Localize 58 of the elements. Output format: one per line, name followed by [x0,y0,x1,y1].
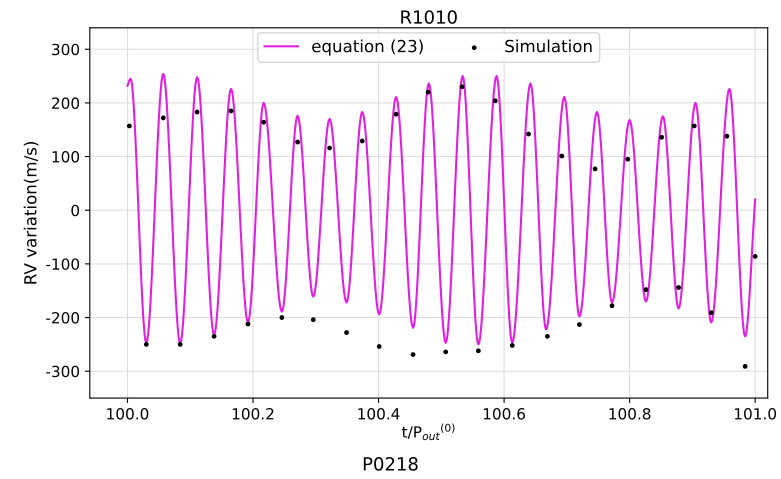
point [559,154,564,158]
point [659,134,664,140]
point [676,285,681,290]
text: P0218 [364,457,418,471]
point [443,350,448,354]
point [410,352,416,357]
point [194,110,200,114]
point [212,334,216,339]
x-tick-label: 100.8 [609,408,650,420]
y-tick-label: 200 [52,97,80,109]
y-tick-label: 300 [52,44,80,56]
point [261,120,266,125]
point [526,132,531,136]
y-axis-title: RV variation(m/s) [24,142,39,284]
point [610,303,614,308]
y-tick-label: -200 [46,312,80,324]
y-tick-label: 100 [52,151,80,163]
x-tick-label: 100.4 [358,408,400,420]
point [545,334,550,339]
x-tick-label: 100.6 [484,408,525,420]
point [476,348,481,354]
point [724,134,730,139]
point [295,140,300,144]
point [246,322,250,326]
y-tick-label: -300 [46,366,80,378]
point [644,287,648,292]
y-tick-label: -100 [46,258,80,270]
point [742,364,748,369]
point [592,166,598,172]
chart-title: R1010 [401,10,457,24]
y-tick-label: 0 [71,204,80,216]
point [460,84,464,90]
point [492,98,498,104]
point [178,342,183,347]
point [426,90,431,95]
point [228,108,234,114]
point [510,343,515,348]
legend-label: Simulation [505,39,592,52]
point [752,254,758,259]
point [144,342,149,347]
point [360,138,365,144]
x-axis-title: t/P$_{out}$$^{(0)}$ [402,424,454,440]
x-tick-label: 101.0 [734,408,776,420]
point [126,124,132,128]
point [344,330,349,335]
point [327,146,332,150]
point [394,112,399,117]
point [376,344,382,349]
point [708,310,714,316]
point [310,317,316,322]
legend-label: equation (23) [312,39,423,56]
point [625,156,630,162]
point [160,116,166,120]
point [279,315,284,320]
x-tick-label: 100.2 [232,408,274,420]
x-tick-label: 100.0 [107,408,148,420]
point [692,124,697,128]
point [577,322,582,327]
